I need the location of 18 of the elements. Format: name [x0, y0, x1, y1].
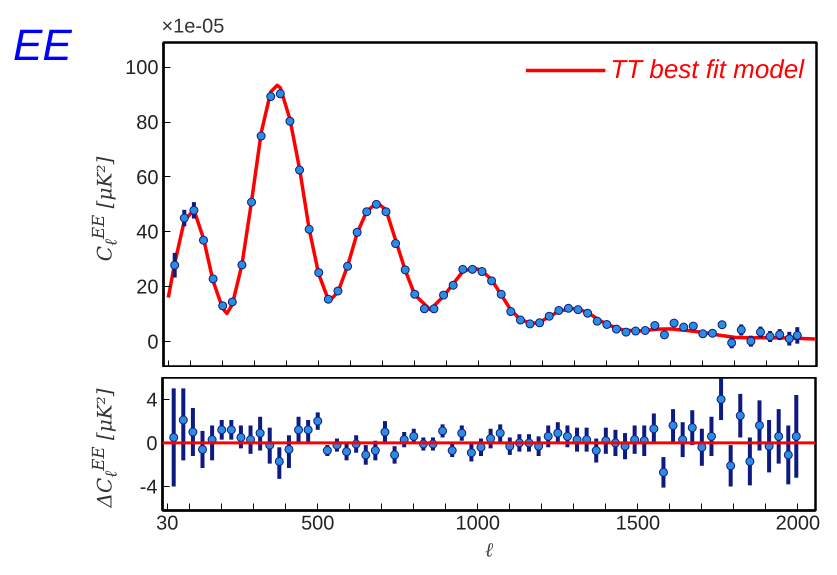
- legend-label: TT best fit model: [610, 54, 804, 85]
- y-tick-label: 80: [136, 112, 159, 134]
- x-axis-title: ℓ: [484, 538, 494, 562]
- y-tick-label: 60: [136, 166, 159, 189]
- x-tick-label: 2000: [776, 512, 820, 534]
- y-tick-label: 20: [136, 276, 159, 299]
- y-tick-label: 0: [146, 432, 158, 455]
- y-tick-label: 40: [136, 222, 159, 244]
- y-tick-label: -4: [140, 476, 158, 499]
- y-tick-label: 100: [125, 57, 159, 80]
- y-tick-label: 0: [147, 331, 158, 354]
- chart-title: EE: [13, 20, 72, 72]
- x-tick-label: 30: [156, 512, 178, 534]
- x-tick-label: 1500: [616, 512, 660, 534]
- x-tick-label: 1000: [456, 512, 500, 534]
- x-tick-label: 500: [301, 512, 334, 534]
- y-tick-label: 4: [146, 389, 158, 412]
- text: ×1e-05: [162, 16, 224, 38]
